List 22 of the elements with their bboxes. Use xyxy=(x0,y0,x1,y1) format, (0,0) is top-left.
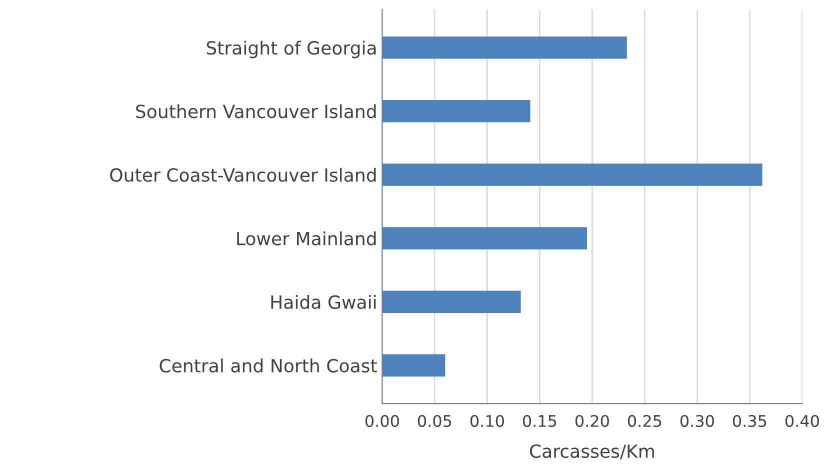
bar xyxy=(382,36,627,59)
bar xyxy=(382,227,587,250)
y-tick-label: Straight of Georgia xyxy=(206,40,376,58)
y-tick-label: Southern Vancouver Island xyxy=(136,104,376,118)
bar xyxy=(382,290,521,313)
x-tick-label: 0.05 xyxy=(418,414,452,428)
y-tick-label: Central and North Coast xyxy=(160,358,377,373)
bar xyxy=(382,164,762,186)
x-tick-label: 0.20 xyxy=(575,414,609,428)
bar xyxy=(382,100,530,122)
x-tick-label: 0.30 xyxy=(680,414,714,428)
x-tick-label: 0.15 xyxy=(522,414,556,428)
x-tick-label: 0.25 xyxy=(628,414,662,428)
x-tick-label: 0.40 xyxy=(785,414,819,428)
x-tick-label: 0.00 xyxy=(365,414,399,428)
x-axis-title: Carcasses/Km xyxy=(530,444,654,460)
bar xyxy=(382,354,446,377)
y-tick-label: Lower Mainland xyxy=(237,231,376,246)
x-tick-label: 0.10 xyxy=(470,414,504,428)
y-tick-label: Outer Coast-Vancouver Island xyxy=(110,168,376,182)
x-tick-label: 0.35 xyxy=(732,414,766,428)
y-tick-label: Haida Gwaii xyxy=(271,294,376,309)
